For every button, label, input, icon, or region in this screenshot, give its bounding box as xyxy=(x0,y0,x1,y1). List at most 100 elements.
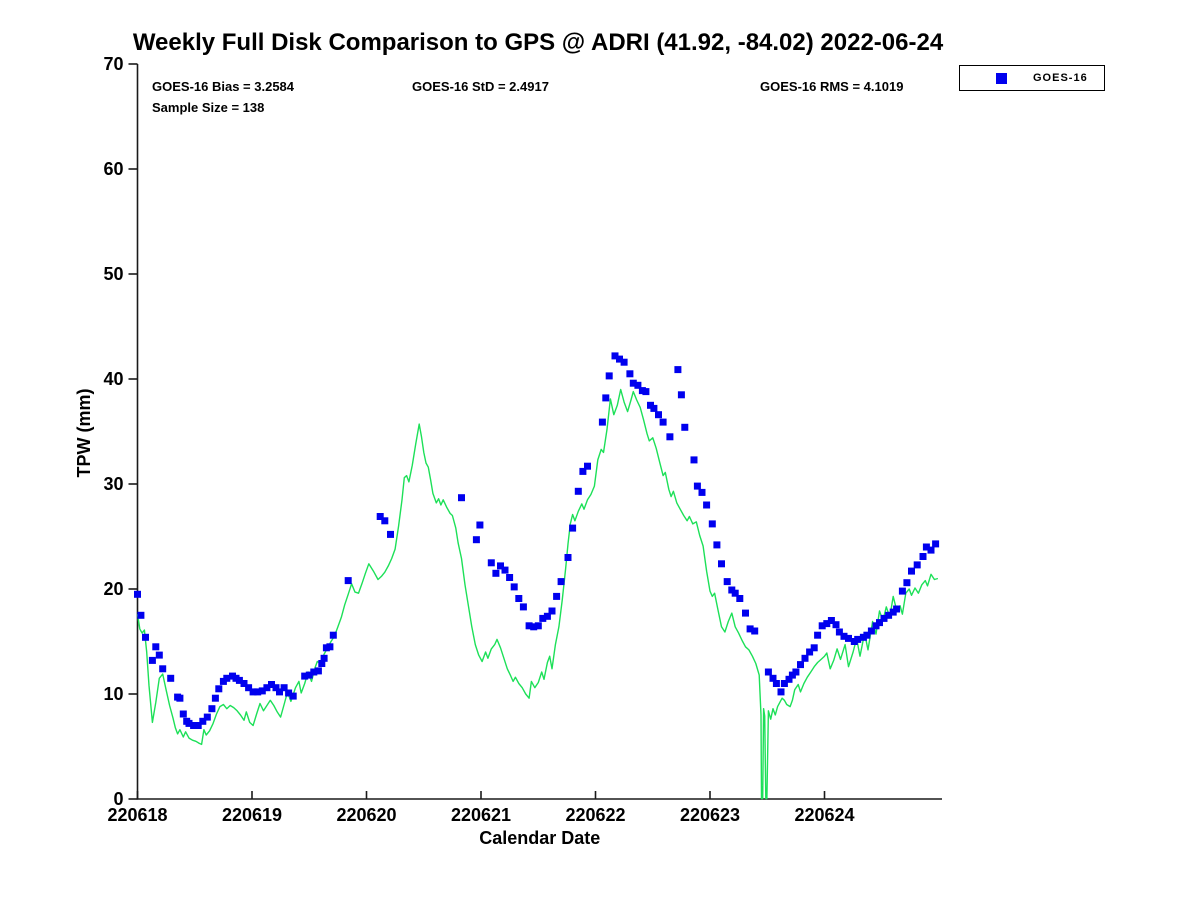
goes-point xyxy=(152,643,160,651)
stat-std: GOES-16 StD = 2.4917 xyxy=(412,79,549,94)
goes-point xyxy=(823,620,831,628)
goes-point xyxy=(179,710,187,718)
goes-point xyxy=(792,668,800,676)
goes-point xyxy=(751,627,759,635)
x-tick-label: 220618 xyxy=(107,805,167,825)
goes-point xyxy=(185,719,193,727)
goes-point xyxy=(240,680,248,687)
goes-point xyxy=(564,554,572,561)
goes-point xyxy=(616,355,623,363)
goes-point xyxy=(190,722,198,729)
goes-point xyxy=(634,381,642,389)
goes-point xyxy=(698,488,706,496)
goes-point xyxy=(142,633,149,641)
goes-point xyxy=(515,595,523,602)
goes-point xyxy=(155,651,163,659)
goes-point xyxy=(553,592,561,600)
goes-point xyxy=(548,607,556,615)
goes-point xyxy=(492,569,500,577)
goes-point xyxy=(472,536,480,544)
goes-point xyxy=(605,372,613,380)
goes-point xyxy=(898,587,906,595)
goes-point xyxy=(199,717,207,725)
x-tick-label: 220619 xyxy=(222,805,282,825)
goes-point xyxy=(927,546,935,554)
goes-point xyxy=(569,524,577,532)
goes-point xyxy=(845,634,852,642)
goes-point xyxy=(703,501,711,509)
goes-point xyxy=(832,621,840,629)
legend-goes16-marker-icon xyxy=(996,72,1007,84)
goes-point xyxy=(525,622,533,630)
goes-point xyxy=(674,366,682,374)
goes-point xyxy=(908,567,915,575)
goes-point xyxy=(320,654,328,662)
goes-point xyxy=(344,577,352,585)
goes-point xyxy=(797,661,804,669)
chart-title: Weekly Full Disk Comparison to GPS @ ADR… xyxy=(132,29,944,56)
stat-rms: GOES-16 RMS = 4.1019 xyxy=(760,79,904,94)
goes-point xyxy=(746,625,754,633)
goes-point xyxy=(326,643,334,651)
goes-point xyxy=(785,675,793,683)
goes-point xyxy=(381,517,389,525)
goes-point xyxy=(134,590,141,598)
goes-point xyxy=(626,370,634,378)
goes-point xyxy=(203,713,211,721)
goes-point xyxy=(810,644,818,652)
goes-point xyxy=(223,674,231,682)
goes-point xyxy=(497,562,504,570)
goes-point xyxy=(602,394,610,402)
goes-point xyxy=(764,668,772,676)
goes-point xyxy=(318,660,326,667)
y-tick-label: 20 xyxy=(103,579,123,599)
goes-point xyxy=(922,543,930,551)
goes-point xyxy=(893,605,901,613)
goes-point xyxy=(814,631,822,639)
y-axis-label: TPW (mm) xyxy=(74,389,94,478)
goes-point xyxy=(245,684,253,692)
goes-point xyxy=(211,694,219,702)
goes-point xyxy=(708,520,716,528)
goes-point xyxy=(208,705,216,713)
goes-point xyxy=(476,521,484,529)
goes-point xyxy=(777,688,785,696)
goes-point xyxy=(194,722,202,729)
goes-point xyxy=(148,656,156,664)
x-axis-ticks: 220618 220619 220620 220621 220622 220623 2206… xyxy=(107,791,855,825)
stat-bias: GOES-16 Bias = 3.2584 xyxy=(152,79,295,94)
goes-point xyxy=(285,689,293,697)
goes-point xyxy=(543,612,551,620)
goes-point xyxy=(289,692,297,700)
goes-point xyxy=(263,684,271,692)
goes-point xyxy=(772,680,780,687)
x-tick-label: 220624 xyxy=(794,805,854,825)
goes-point xyxy=(659,418,667,426)
goes-point xyxy=(885,611,893,619)
goes-point xyxy=(167,674,175,682)
goes-point xyxy=(827,617,835,624)
goes-point xyxy=(769,674,777,682)
legend: GOES-16 xyxy=(959,65,1105,91)
goes-point xyxy=(806,648,814,656)
goes-point xyxy=(620,358,628,366)
goes-point xyxy=(584,462,591,470)
goes-point xyxy=(611,352,619,360)
goes-point xyxy=(690,456,698,464)
goes-point xyxy=(919,553,927,560)
goes-point xyxy=(863,631,871,639)
goes-point xyxy=(876,619,883,627)
goes-point xyxy=(519,603,527,611)
goes-point xyxy=(258,687,266,695)
goes-point xyxy=(310,668,318,676)
goes-point xyxy=(642,388,650,396)
goes-point xyxy=(137,611,145,619)
goes-point xyxy=(731,589,739,597)
goes-point xyxy=(723,578,731,586)
goes-point xyxy=(867,627,875,635)
goes-point xyxy=(693,482,701,490)
goes-point xyxy=(818,622,826,630)
goes-point xyxy=(534,622,542,630)
goes-point xyxy=(629,379,637,387)
